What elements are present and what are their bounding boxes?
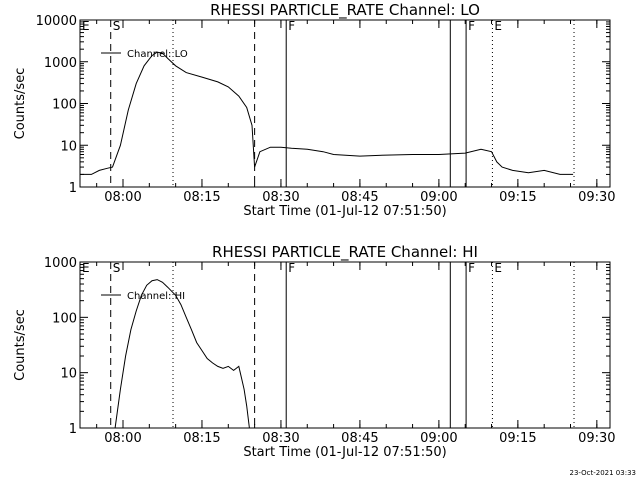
y-tick-label: 1000 [44,256,77,271]
event-marker-label: E [82,261,90,275]
event-marker-label: S [113,19,121,33]
x-tick-label: 09:00 [420,190,457,205]
event-marker-label: E [494,19,502,33]
y-tick-label: 1 [69,181,77,196]
x-tick-label: 08:30 [262,431,299,446]
event-marker-label: F [468,19,475,33]
x-axis-label: Start Time (01-Jul-12 07:51:50) [243,445,446,460]
x-axis-label: Start Time (01-Jul-12 07:51:50) [243,204,446,219]
event-marker-label: F [288,261,295,275]
event-marker-label: F [288,19,295,33]
y-tick-label: 1000 [44,56,77,71]
y-tick-label: 10000 [36,14,77,29]
y-axis-label: Counts/sec [13,309,28,381]
hi-channel-panel: RHESSI PARTICLE_RATE Channel: HI 08:00 08:… [13,243,616,460]
footer-timestamp: 23-Oct-2021 03:33 [570,469,636,477]
series-line [80,51,574,175]
x-tick-label: 09:30 [578,190,615,205]
chart-title: RHESSI PARTICLE_RATE Channel: HI [212,243,478,262]
y-tick-label: 100 [52,98,77,113]
x-tick-label: 08:30 [262,190,299,205]
x-tick-label: 09:00 [420,431,457,446]
x-tick-label: 08:00 [104,190,141,205]
event-marker-label: E [494,261,502,275]
y-tick-label: 10 [60,139,77,154]
y-axis-label: Counts/sec [13,68,28,140]
series-line [114,279,250,429]
x-tick-label: 08:15 [183,431,220,446]
event-marker-label: F [468,261,475,275]
y-tick-label: 10 [60,367,77,382]
x-tick-label: 09:15 [499,190,536,205]
y-tick-label: 1 [69,422,77,437]
x-tick-label: 08:45 [341,431,378,446]
plot-frame [79,19,611,188]
x-tick-label: 08:00 [104,431,141,446]
x-tick-label: 08:45 [341,190,378,205]
event-marker-label: E [82,19,90,33]
x-tick-label: 08:15 [183,190,220,205]
legend-label: Channel: LO [127,49,188,60]
x-tick-label: 09:15 [499,431,536,446]
legend-label: Channel: HI [127,291,185,302]
lo-channel-panel: RHESSI PARTICLE_RATE Channel: LO 08:00 08:… [13,1,616,219]
event-marker-label: S [113,261,121,275]
plot-frame [79,261,611,429]
x-tick-label: 09:30 [578,431,615,446]
y-tick-label: 100 [52,311,77,326]
chart-title: RHESSI PARTICLE_RATE Channel: LO [210,1,480,20]
